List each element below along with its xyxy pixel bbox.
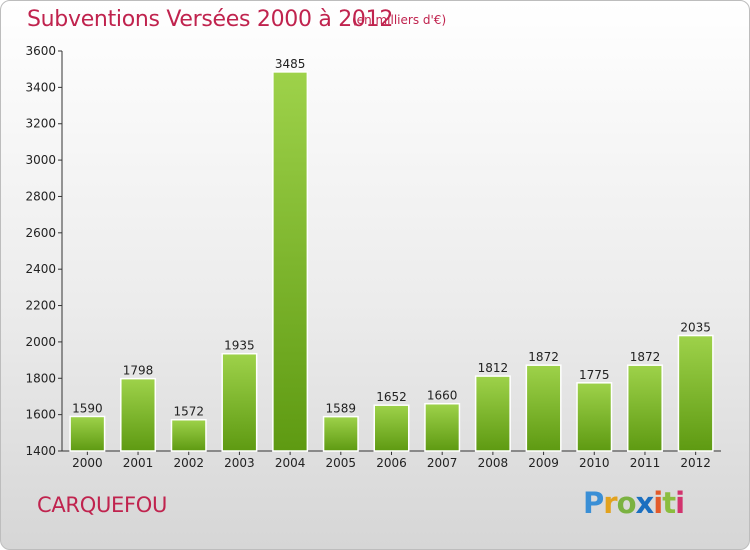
- bar-value-label: 1872: [630, 350, 661, 364]
- x-tick-label: 2009: [528, 456, 559, 470]
- logo-letter: t: [662, 486, 676, 520]
- y-tick-label: 1400: [25, 444, 56, 458]
- x-tick-label: 2002: [173, 456, 204, 470]
- x-tick-label: 2006: [376, 456, 407, 470]
- bar: [677, 334, 714, 452]
- x-tick-label: 2010: [579, 456, 610, 470]
- x-tick-label: 2004: [275, 456, 306, 470]
- chart-title: Subventions Versées 2000 à 2012: [27, 7, 394, 32]
- y-tick-label: 3200: [25, 117, 56, 131]
- x-tick-label: 2005: [326, 456, 357, 470]
- bar-value-label: 1812: [478, 361, 509, 375]
- city-name: CARQUEFOU: [37, 493, 168, 517]
- y-tick-label: 2400: [25, 262, 56, 276]
- bar-value-label: 1652: [376, 390, 407, 404]
- logo-letter: r: [603, 486, 617, 520]
- x-tick-label: 2000: [72, 456, 103, 470]
- x-tick-label: 2012: [680, 456, 711, 470]
- bar: [576, 382, 613, 452]
- x-tick-label: 2008: [478, 456, 509, 470]
- logo-letter: o: [616, 486, 637, 520]
- x-tick-label: 2011: [630, 456, 661, 470]
- bar-value-label: 1872: [528, 350, 559, 364]
- y-tick-label: 1800: [25, 371, 56, 385]
- bar: [272, 71, 309, 452]
- logo-letter: i: [675, 486, 685, 520]
- y-tick-label: 3000: [25, 153, 56, 167]
- bar: [170, 418, 207, 452]
- y-tick-label: 2600: [25, 226, 56, 240]
- y-tick-label: 1600: [25, 408, 56, 422]
- bar: [69, 415, 106, 452]
- y-tick-label: 2200: [25, 299, 56, 313]
- x-tick-label: 2007: [427, 456, 458, 470]
- y-tick-label: 3600: [25, 44, 56, 58]
- bar: [424, 402, 461, 452]
- bar: [474, 375, 511, 452]
- bar-value-label: 2035: [680, 321, 711, 335]
- logo-letter: x: [635, 486, 655, 520]
- bar-value-label: 3485: [275, 57, 306, 71]
- y-tick-label: 3400: [25, 80, 56, 94]
- bar-value-label: 1572: [173, 405, 204, 419]
- bar: [373, 404, 410, 452]
- bar: [322, 415, 359, 452]
- bar-value-label: 1590: [72, 401, 103, 415]
- bar-value-label: 1935: [224, 339, 255, 353]
- bar: [626, 364, 663, 452]
- bar-value-label: 1798: [123, 364, 154, 378]
- bar: [525, 364, 562, 452]
- bar-value-label: 1660: [427, 389, 458, 403]
- y-tick-label: 2800: [25, 189, 56, 203]
- unit-label: (en milliers d'€): [352, 13, 447, 27]
- y-tick-label: 2000: [25, 335, 56, 349]
- logo-letter: i: [653, 486, 663, 520]
- bar-value-label: 1775: [579, 368, 610, 382]
- logo-letter: P: [583, 486, 604, 520]
- bar: [120, 377, 157, 452]
- bar: [221, 352, 258, 452]
- bar-value-label: 1589: [326, 402, 357, 416]
- proxiti-logo: Proxiti: [583, 486, 685, 520]
- x-tick-label: 2003: [224, 456, 255, 470]
- x-tick-label: 2001: [123, 456, 154, 470]
